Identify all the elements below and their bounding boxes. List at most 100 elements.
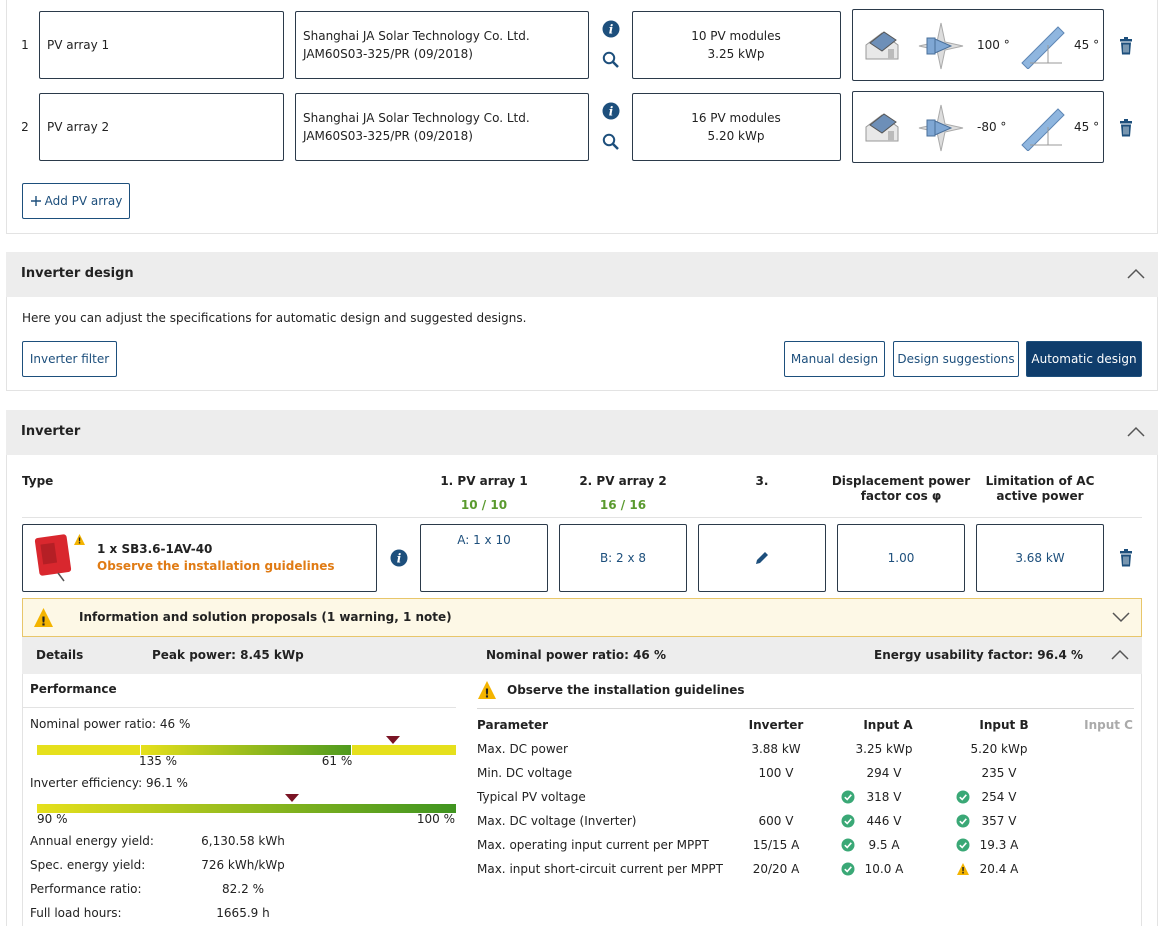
name-field[interactable]: [39, 93, 284, 161]
warning-icon: !: [34, 608, 53, 628]
tilt: 45 °: [1074, 120, 1100, 134]
orientation-field[interactable]: [852, 9, 1104, 81]
table-value: 318 V: [866, 790, 902, 804]
table-value: 294 V: [866, 766, 902, 780]
nominal-label: Nominal power ratio: 46 %: [30, 717, 191, 731]
icon-part: i: [609, 23, 614, 37]
cos-phi-field[interactable]: [837, 524, 965, 592]
icon-part: [1112, 612, 1130, 623]
parameter-name: Max. input short-circuit current per MPP…: [477, 862, 723, 876]
energy-factor: Energy usability factor: 96.4 %: [874, 648, 1083, 662]
icon-part: [37, 745, 140, 755]
details-label: Details: [36, 648, 84, 662]
table-value: 10.0 A: [864, 862, 904, 876]
icon-part: [1123, 556, 1129, 565]
icon-part: [1021, 108, 1065, 151]
module-count-field[interactable]: [632, 93, 841, 161]
icon-part: [959, 842, 967, 849]
peak-power: Peak power: 8.45 kWp: [152, 648, 304, 662]
stat-label: Performance ratio:: [30, 882, 142, 896]
delete-icon: [1120, 37, 1132, 55]
table-value: 254 V: [981, 790, 1017, 804]
ok-icon: [841, 838, 855, 852]
parameter-name: Max. DC power: [477, 742, 568, 756]
design-suggestions-button[interactable]: Design suggestions: [893, 341, 1019, 377]
icon-part: [844, 842, 852, 849]
table-header: Input C: [1084, 718, 1133, 732]
house-icon: [865, 113, 899, 142]
icon-part: i: [609, 105, 614, 119]
icon-part: [1127, 268, 1145, 279]
inverter-warning: Observe the installation guidelines: [97, 559, 335, 573]
icon-part: [841, 790, 855, 804]
warning-icon: !: [957, 863, 969, 876]
ac-limit-value: 3.68 kW: [1015, 551, 1065, 565]
add-pv-array-button[interactable]: Add PV array: [22, 183, 130, 219]
icon-part: [844, 818, 852, 825]
inverter-filter-button[interactable]: Inverter filter: [22, 341, 117, 377]
input-field[interactable]: [559, 524, 687, 592]
info-icon: i: [602, 20, 620, 38]
icon-part: [37, 804, 456, 813]
info-bar[interactable]: [22, 598, 1142, 637]
module-field[interactable]: [295, 93, 589, 161]
nominal-ratio-bar: [37, 745, 456, 755]
column-count: 16 / 16: [599, 498, 647, 512]
table-value: 20/20 A: [752, 862, 800, 876]
warning-icon: !: [478, 681, 496, 701]
icon-part: [1124, 37, 1128, 39]
inverter-design-panel: [6, 297, 1158, 391]
expand-icon: [1112, 612, 1130, 623]
icon-part: [612, 143, 619, 150]
icon-part: [1120, 39, 1132, 42]
table-value: 100 V: [758, 766, 794, 780]
edit-icon: [756, 552, 768, 564]
icon-part: !: [484, 687, 489, 701]
name-field[interactable]: [39, 11, 284, 79]
table-header: Inverter: [748, 718, 804, 732]
table-value: 19.3 A: [979, 838, 1019, 852]
button-label: Add PV array: [44, 194, 123, 208]
ok-icon: [956, 838, 970, 852]
module-field[interactable]: [295, 11, 589, 79]
ac-limit-field[interactable]: [976, 524, 1104, 592]
manufacturer: Shanghai JA Solar Technology Co. Ltd.: [303, 29, 530, 43]
icon-part: [30, 196, 41, 206]
array-index: 1: [21, 38, 29, 52]
icon-part: [34, 608, 53, 627]
column-header: 2. PV array 2: [579, 474, 667, 488]
array-name: PV array 1: [47, 38, 110, 52]
plus-icon: [30, 196, 41, 206]
azimuth: 100 °: [977, 38, 1010, 52]
table-value: 20.4 A: [979, 862, 1019, 876]
icon-part: [956, 814, 970, 828]
ok-icon: [841, 862, 855, 876]
column-header: 1. PV array 1: [440, 474, 528, 488]
array-power: 3.25 kWp: [707, 47, 765, 61]
module-count-field[interactable]: [632, 11, 841, 79]
icon-part: [869, 113, 897, 134]
icon-part: [40, 542, 58, 565]
description: Here you can adjust the specifications f…: [22, 311, 527, 325]
delete-icon: [1120, 119, 1132, 137]
scale-label: 135 %: [138, 754, 178, 768]
icon-part: [602, 20, 620, 38]
icon-part: [1127, 426, 1145, 437]
divider: [22, 517, 1142, 518]
input-field[interactable]: [420, 524, 548, 592]
icon-part: i: [397, 552, 402, 566]
automatic-design-button[interactable]: Automatic design: [1026, 341, 1142, 377]
ok-icon: [841, 790, 855, 804]
icon-part: [926, 119, 936, 137]
icon-part: [1120, 121, 1132, 124]
manual-design-button[interactable]: Manual design: [784, 341, 885, 377]
inverter-type-field[interactable]: [22, 524, 377, 592]
details-panel: [22, 674, 1142, 926]
array-name: PV array 2: [47, 120, 110, 134]
warning-icon: !: [74, 534, 85, 546]
stat-label: Spec. energy yield:: [30, 858, 146, 872]
icon-part: [1124, 119, 1128, 121]
divider: [477, 708, 1134, 709]
ok-icon: [841, 814, 855, 828]
search-icon: [602, 51, 619, 68]
